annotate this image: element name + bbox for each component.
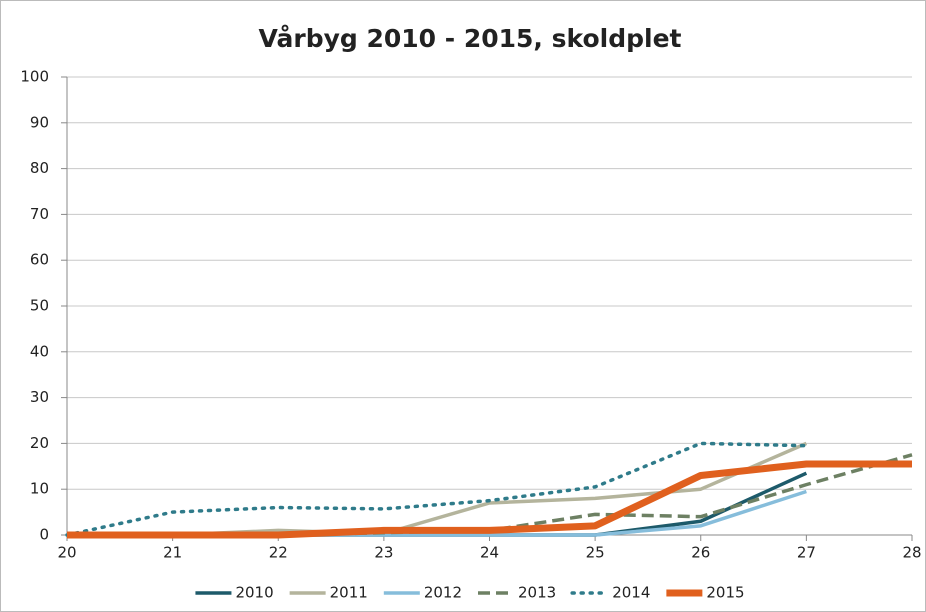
x-tick-label: 25 <box>586 544 605 562</box>
legend-label: 2011 <box>330 584 368 602</box>
x-tick-label: 27 <box>797 544 816 562</box>
legend-label: 2014 <box>612 584 650 602</box>
y-tick-label: 40 <box>30 342 49 360</box>
x-tick-label: 20 <box>57 544 76 562</box>
y-tick-label: 70 <box>30 205 49 223</box>
series-line <box>67 460 912 539</box>
x-tick-label: 23 <box>374 544 393 562</box>
y-tick-label: 20 <box>30 434 49 452</box>
y-tick-label: 60 <box>30 251 49 269</box>
chart-title: Vårbyg 2010 - 2015, skoldplet <box>259 24 682 53</box>
series-line <box>65 441 809 537</box>
x-tick-label: 21 <box>163 544 182 562</box>
x-tick-label: 24 <box>480 544 499 562</box>
y-tick-label: 30 <box>30 388 49 406</box>
y-tick-label: 100 <box>20 68 49 86</box>
legend-label: 2012 <box>424 584 462 602</box>
y-tick-label: 0 <box>39 526 49 544</box>
y-tick-label: 10 <box>30 480 49 498</box>
legend-label: 2013 <box>518 584 556 602</box>
y-tick-label: 90 <box>30 113 49 131</box>
x-tick-label: 26 <box>691 544 710 562</box>
y-tick-label: 50 <box>30 297 49 315</box>
legend-label: 2010 <box>235 584 273 602</box>
x-tick-label: 28 <box>902 544 921 562</box>
y-tick-label: 80 <box>30 159 49 177</box>
legend-label: 2015 <box>706 584 744 602</box>
x-tick-label: 22 <box>269 544 288 562</box>
